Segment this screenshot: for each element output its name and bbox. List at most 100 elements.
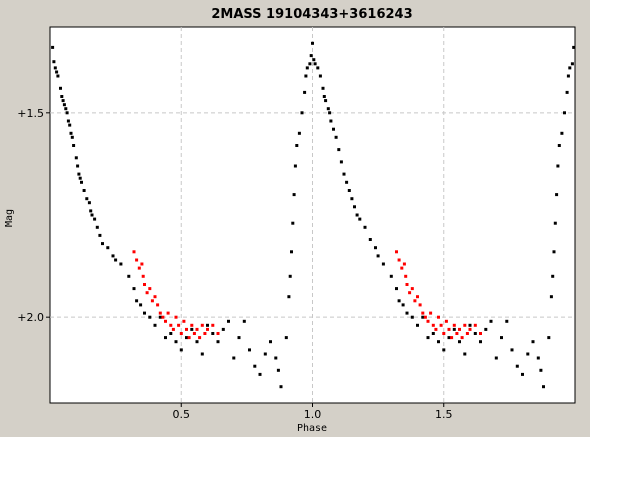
- black-data-point: [526, 352, 530, 356]
- black-data-point: [62, 103, 66, 107]
- black-data-point: [288, 274, 292, 278]
- black-data-point: [311, 41, 314, 45]
- chart-svg: 2MASS 19104343+3616243 0.5 1.0 1.5 +1.5 +2.0…: [4, 7, 576, 434]
- red-data-point: [460, 336, 464, 340]
- red-data-point: [442, 332, 446, 335]
- black-data-point: [401, 303, 405, 307]
- black-data-point: [135, 299, 139, 303]
- red-data-point: [400, 266, 404, 270]
- black-data-point: [60, 95, 64, 98]
- black-data-point: [72, 144, 76, 147]
- black-data-point: [549, 295, 553, 299]
- black-data-point: [553, 221, 557, 225]
- red-data-point: [135, 258, 139, 262]
- red-data-point: [447, 327, 451, 331]
- x-tick-label: 1.5: [435, 408, 453, 421]
- black-data-point: [542, 385, 545, 389]
- black-data-point: [363, 225, 367, 229]
- red-data-point: [463, 323, 467, 327]
- black-data-point: [206, 323, 209, 327]
- red-data-point: [171, 327, 175, 331]
- black-data-point: [55, 70, 59, 74]
- black-data-point: [539, 368, 543, 372]
- black-data-point: [494, 356, 498, 360]
- black-data-point: [90, 213, 94, 217]
- black-data-point: [350, 197, 354, 201]
- red-data-point: [468, 327, 472, 331]
- black-data-point: [93, 217, 97, 221]
- black-data-point: [328, 111, 332, 115]
- black-data-point: [329, 119, 333, 123]
- black-data-point: [195, 340, 199, 344]
- black-data-point: [114, 258, 118, 262]
- black-data-point: [308, 62, 312, 66]
- black-data-point: [505, 319, 509, 323]
- red-data-point: [143, 283, 146, 286]
- red-data-point: [416, 295, 419, 299]
- black-data-point: [556, 164, 560, 168]
- black-data-point: [174, 340, 178, 344]
- black-data-point: [489, 319, 493, 323]
- red-data-point: [452, 323, 456, 327]
- red-data-point: [164, 319, 167, 323]
- red-data-point: [198, 336, 202, 340]
- black-data-point: [119, 262, 123, 266]
- black-data-point: [405, 311, 409, 315]
- black-data-point: [59, 86, 62, 90]
- black-data-point: [410, 315, 414, 319]
- black-data-point: [318, 74, 322, 78]
- black-data-point: [276, 368, 280, 372]
- black-data-point: [269, 340, 272, 344]
- red-data-point: [437, 315, 440, 319]
- black-data-point: [127, 274, 131, 278]
- red-data-point: [137, 266, 141, 270]
- black-data-point: [153, 323, 157, 327]
- red-data-point: [150, 299, 154, 303]
- black-data-point: [292, 193, 296, 197]
- black-data-point: [51, 45, 55, 49]
- red-data-point: [216, 332, 220, 335]
- red-data-point: [450, 336, 454, 340]
- red-data-point: [479, 332, 482, 335]
- red-data-point: [211, 323, 215, 327]
- red-data-point: [426, 319, 430, 323]
- black-data-point: [290, 250, 293, 254]
- black-data-point: [200, 352, 204, 356]
- red-data-point: [132, 250, 136, 254]
- red-data-point: [169, 323, 173, 327]
- black-data-point: [98, 233, 102, 237]
- black-data-point: [468, 323, 472, 327]
- red-data-point: [431, 323, 435, 327]
- black-data-point: [284, 336, 288, 340]
- black-data-point: [232, 356, 236, 360]
- black-data-point: [76, 164, 80, 168]
- black-data-point: [279, 385, 283, 389]
- black-data-point: [242, 319, 246, 323]
- red-data-point: [429, 311, 433, 315]
- black-data-point: [397, 299, 401, 303]
- black-data-point: [53, 66, 57, 70]
- black-data-point: [521, 372, 524, 376]
- red-data-point: [410, 287, 414, 291]
- black-data-point: [324, 99, 328, 103]
- black-data-point: [557, 144, 561, 147]
- black-data-point: [169, 332, 173, 335]
- red-data-point: [413, 299, 417, 303]
- black-data-point: [132, 287, 136, 291]
- x-axis-label: Phase: [297, 423, 327, 434]
- black-data-point: [560, 131, 564, 135]
- red-data-point: [397, 258, 401, 262]
- red-data-point: [423, 315, 427, 319]
- red-data-point: [395, 250, 398, 254]
- black-data-point: [321, 86, 325, 90]
- black-data-point: [158, 315, 162, 319]
- black-data-point: [139, 303, 143, 307]
- black-data-point: [61, 99, 65, 103]
- black-data-point: [355, 213, 359, 217]
- black-data-point: [332, 127, 335, 131]
- black-data-point: [484, 327, 488, 331]
- red-data-point: [182, 319, 186, 323]
- red-data-point: [404, 274, 408, 278]
- black-data-point: [312, 58, 316, 62]
- black-data-point: [551, 274, 555, 278]
